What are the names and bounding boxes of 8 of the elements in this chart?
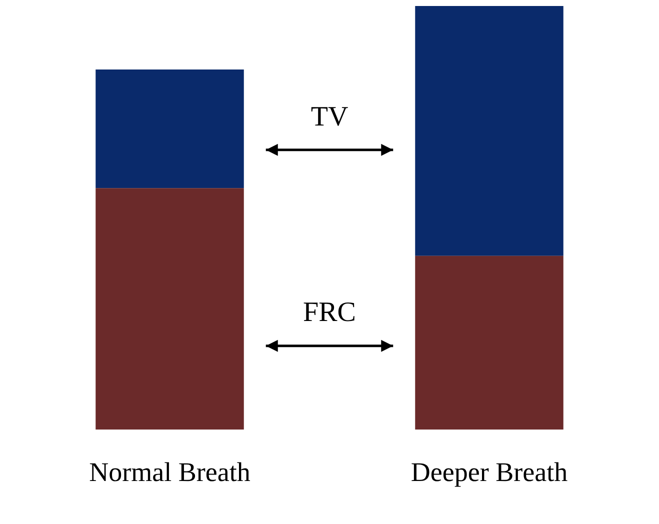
bar — [96, 70, 244, 188]
text: FRC — [303, 297, 356, 328]
text: TV — [310, 101, 348, 132]
x-tick-label: Normal Breath — [89, 456, 251, 487]
bar — [96, 188, 244, 430]
bar — [415, 6, 564, 256]
x-tick-label: Deeper Breath — [410, 456, 568, 487]
bar — [415, 256, 564, 430]
